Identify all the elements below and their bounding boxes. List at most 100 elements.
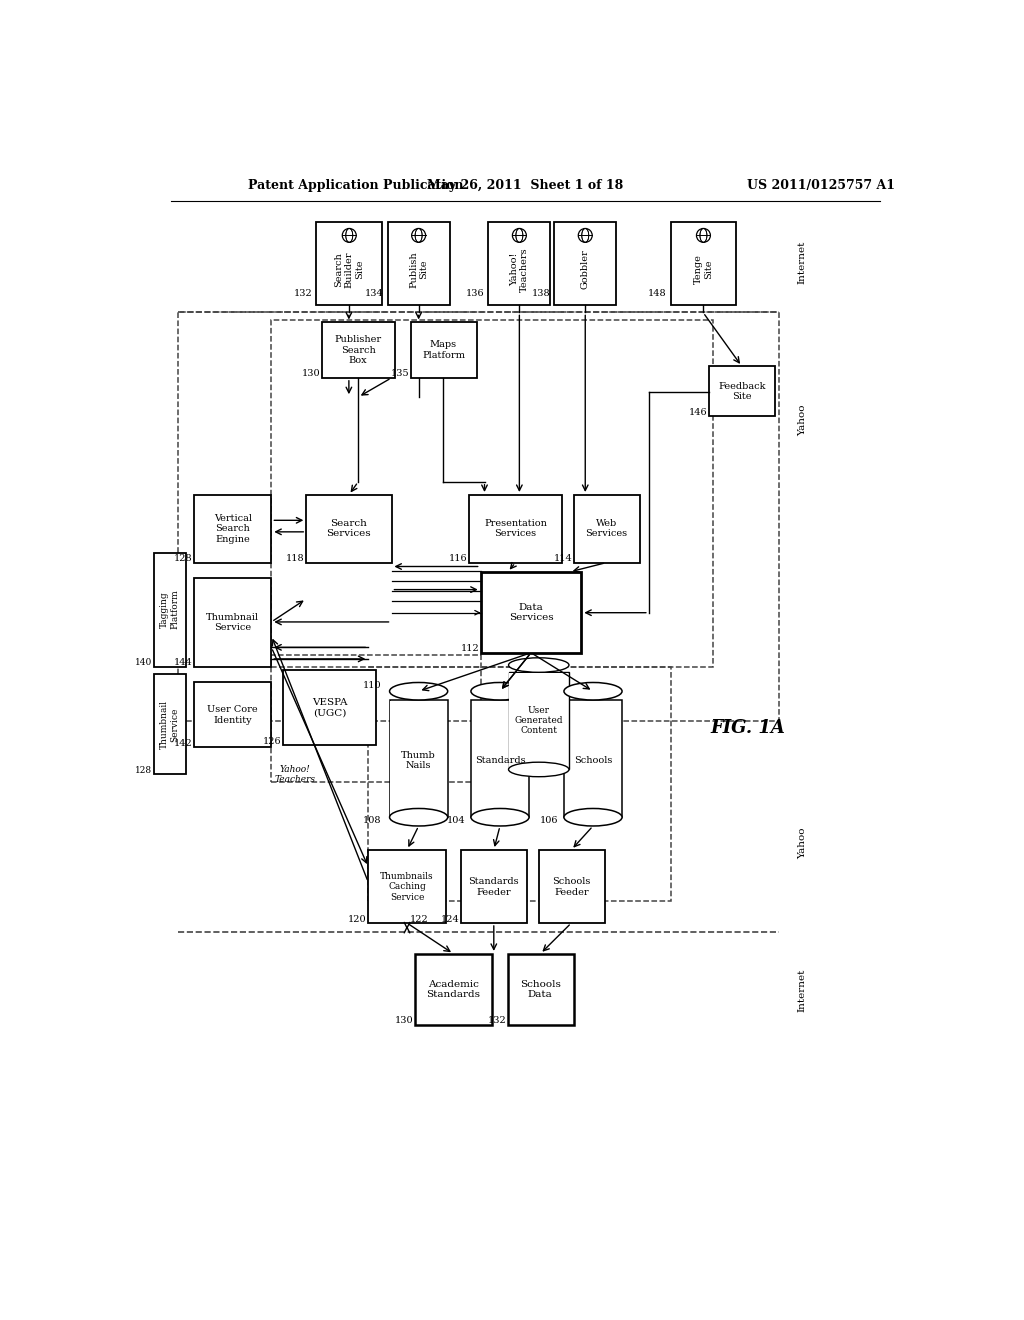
Ellipse shape <box>509 657 569 672</box>
Text: 148: 148 <box>648 289 667 297</box>
Text: 116: 116 <box>449 554 467 564</box>
Text: Schools: Schools <box>573 756 612 766</box>
Text: Patent Application Publication: Patent Application Publication <box>248 178 464 191</box>
Text: May 26, 2011  Sheet 1 of 18: May 26, 2011 Sheet 1 of 18 <box>427 178 623 191</box>
Text: 120: 120 <box>348 915 367 924</box>
Text: Publisher
Search
Box: Publisher Search Box <box>335 335 382 366</box>
Bar <box>283 669 376 744</box>
Bar <box>369 850 445 923</box>
Text: Thumbnails
Caching
Service: Thumbnails Caching Service <box>380 873 434 902</box>
Text: User
Generated
Content: User Generated Content <box>514 706 563 735</box>
Text: 104: 104 <box>446 816 465 825</box>
Bar <box>509 673 568 768</box>
Text: 124: 124 <box>441 915 460 924</box>
Bar <box>322 322 395 378</box>
Text: Internet: Internet <box>798 240 807 284</box>
Bar <box>369 667 671 902</box>
Ellipse shape <box>471 808 529 826</box>
Bar <box>564 700 622 817</box>
Text: 140: 140 <box>135 659 152 667</box>
Text: Search
Builder
Site: Search Builder Site <box>335 251 365 288</box>
Bar <box>194 682 271 747</box>
Text: 114: 114 <box>553 554 572 564</box>
Text: 110: 110 <box>362 681 381 689</box>
Text: 130: 130 <box>394 1016 414 1026</box>
Text: 132: 132 <box>487 1016 506 1026</box>
Bar <box>194 578 271 667</box>
Text: 106: 106 <box>540 816 558 825</box>
Ellipse shape <box>509 762 569 776</box>
Text: Yahoo: Yahoo <box>798 404 807 436</box>
Bar <box>411 322 477 378</box>
Ellipse shape <box>389 808 447 826</box>
Text: Publish
Site: Publish Site <box>409 251 428 288</box>
Text: 108: 108 <box>362 816 381 825</box>
Text: Academic
Standards: Academic Standards <box>427 979 480 999</box>
Text: Gobbler: Gobbler <box>581 249 590 289</box>
Text: VESPA
(UGC): VESPA (UGC) <box>311 698 347 717</box>
Bar <box>469 495 562 562</box>
Text: Standards
Feeder: Standards Feeder <box>469 876 519 896</box>
Text: Maps
Platform: Maps Platform <box>422 341 465 360</box>
Text: 112: 112 <box>461 644 479 653</box>
Bar <box>671 222 736 305</box>
Text: Search
Services: Search Services <box>327 519 371 539</box>
Bar <box>306 495 391 562</box>
Text: 134: 134 <box>365 289 384 297</box>
Bar <box>316 222 382 305</box>
Text: Data
Services: Data Services <box>509 603 553 623</box>
Bar <box>415 954 493 1024</box>
Text: Vertical
Search
Engine: Vertical Search Engine <box>214 513 252 544</box>
Text: Feedback
Site: Feedback Site <box>718 381 766 401</box>
Bar <box>710 367 775 416</box>
Text: 136: 136 <box>466 289 484 297</box>
Bar <box>564 701 622 817</box>
Text: Yahoo!
Teachers: Yahoo! Teachers <box>274 764 315 784</box>
Text: Standards: Standards <box>475 756 525 766</box>
Bar <box>509 672 569 770</box>
Bar <box>390 701 446 817</box>
Bar <box>271 321 713 667</box>
Text: Thumb
Nails: Thumb Nails <box>401 751 436 771</box>
Bar <box>194 495 271 562</box>
Text: 132: 132 <box>294 289 312 297</box>
Text: Thumbnail
Service: Thumbnail Service <box>160 700 179 748</box>
Bar <box>539 850 604 923</box>
Text: 146: 146 <box>689 408 708 417</box>
Ellipse shape <box>564 808 622 826</box>
Text: 142: 142 <box>174 739 193 748</box>
Text: User Core
Identity: User Core Identity <box>207 705 258 725</box>
Text: Schools
Feeder: Schools Feeder <box>552 876 591 896</box>
Bar <box>461 850 527 923</box>
Text: 118: 118 <box>286 554 305 564</box>
Text: 128: 128 <box>135 766 152 775</box>
Text: Tenge
Site: Tenge Site <box>693 255 713 284</box>
Text: Schools
Data: Schools Data <box>520 979 561 999</box>
Text: FIG. 1A: FIG. 1A <box>711 719 785 737</box>
Bar <box>388 222 450 305</box>
Text: 130: 130 <box>302 370 321 379</box>
Text: US 2011/0125757 A1: US 2011/0125757 A1 <box>748 178 895 191</box>
Bar <box>480 572 582 653</box>
Ellipse shape <box>471 682 529 700</box>
Bar <box>271 655 480 781</box>
Bar <box>471 700 529 817</box>
Bar <box>472 701 528 817</box>
Text: 126: 126 <box>263 737 282 746</box>
Text: 122: 122 <box>410 915 428 924</box>
Bar <box>389 700 447 817</box>
Bar <box>488 222 550 305</box>
Text: Internet: Internet <box>798 969 807 1011</box>
Text: Web
Services: Web Services <box>585 519 628 539</box>
Bar <box>154 675 186 775</box>
Bar <box>154 553 186 667</box>
Text: 144: 144 <box>174 659 193 667</box>
Bar <box>573 495 640 562</box>
Text: Yahoo: Yahoo <box>798 828 807 859</box>
Bar <box>178 313 779 721</box>
Ellipse shape <box>389 682 447 700</box>
Text: Yahoo!
Teachers: Yahoo! Teachers <box>510 247 529 292</box>
Text: Tagging
Platform: Tagging Platform <box>160 590 179 630</box>
Text: Presentation
Services: Presentation Services <box>484 519 547 539</box>
Text: 138: 138 <box>531 289 550 297</box>
